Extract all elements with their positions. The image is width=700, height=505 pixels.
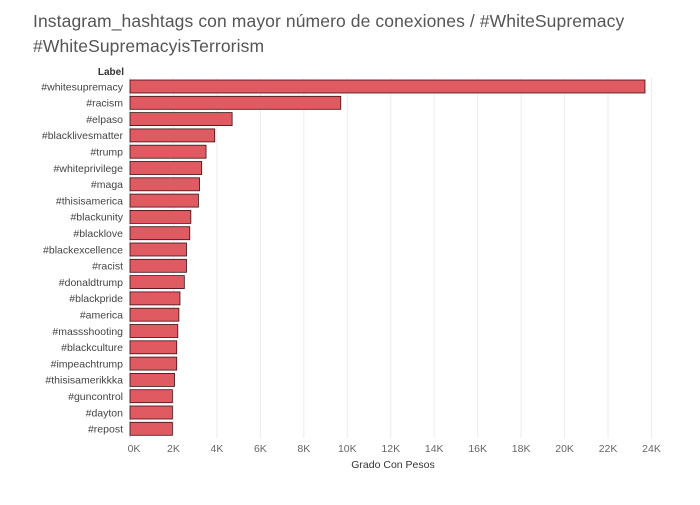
x-tick-label: 20K [555, 443, 574, 455]
x-tick-label: 8K [297, 443, 310, 455]
category-label: #racist [92, 261, 123, 273]
category-label: #maga [91, 179, 123, 191]
category-label: #racism [86, 98, 123, 110]
category-label: #thisisamerikkka [45, 375, 123, 387]
title-line-2: #WhiteSupremacyisTerrorism [33, 36, 265, 56]
category-label: #massshooting [52, 326, 123, 338]
category-label: #blackculture [61, 342, 123, 354]
category-label: #blacklivesmatter [42, 130, 124, 142]
bar[interactable] [129, 112, 233, 126]
bar[interactable] [129, 177, 200, 192]
x-tick-label: 22K [599, 443, 618, 455]
bar[interactable] [129, 144, 207, 159]
bar[interactable] [129, 193, 199, 208]
bar[interactable] [129, 307, 180, 322]
x-tick-label: 24K [642, 443, 661, 455]
x-axis-ticks: 0K 2K 4K 6K 8K 10K 12K 14K 16K 18K 20K 22K 24K [128, 443, 661, 455]
bar[interactable] [129, 340, 178, 355]
bar[interactable] [129, 324, 179, 338]
bar[interactable] [129, 79, 646, 94]
category-label: #blackexcellence [43, 244, 123, 256]
category-label: #blacklove [73, 228, 123, 240]
bar[interactable] [129, 389, 173, 404]
bar[interactable] [129, 128, 216, 143]
bar[interactable] [129, 421, 173, 436]
bar[interactable] [129, 242, 187, 257]
x-tick-label: 12K [381, 443, 400, 455]
bar[interactable] [129, 209, 192, 224]
category-label: #thisisamerica [56, 195, 123, 207]
category-label: #repost [88, 424, 123, 436]
x-tick-label: 4K [210, 443, 223, 455]
x-tick-label: 6K [254, 443, 267, 455]
x-tick-label: 18K [512, 443, 531, 455]
category-labels: #whitesupremacy #racism #elpaso #blacklives… [41, 81, 123, 435]
y-axis-header: Label [98, 67, 124, 78]
bar[interactable] [129, 258, 187, 273]
bar[interactable] [129, 95, 342, 110]
x-tick-label: 2K [167, 443, 180, 455]
chart-title: Instagram_hashtags con mayor número de c… [33, 9, 693, 59]
x-tick-label: 16K [468, 443, 487, 455]
x-tick-label: 0K [128, 443, 141, 455]
bar[interactable] [129, 161, 203, 175]
category-label: #trump [90, 147, 123, 159]
category-label: #dayton [86, 407, 124, 419]
category-label: #elpaso [86, 114, 123, 126]
bar[interactable] [129, 291, 181, 306]
bar[interactable] [129, 405, 173, 420]
bar[interactable] [129, 226, 191, 241]
title-line-1: Instagram_hashtags con mayor número de c… [33, 11, 625, 31]
x-axis-title: Grado Con Pesos [351, 459, 434, 471]
category-label: #blackpride [69, 293, 123, 305]
bar[interactable] [129, 372, 175, 387]
category-label: #whiteprivilege [54, 163, 124, 175]
category-label: #whitesupremacy [41, 81, 123, 93]
category-label: #america [80, 310, 123, 322]
category-label: #guncontrol [68, 391, 123, 403]
category-label: #blackunity [70, 212, 123, 224]
bar[interactable] [129, 275, 185, 290]
bar-layer [129, 79, 646, 436]
x-tick-label: 14K [425, 443, 444, 455]
category-label: #impeachtrump [51, 358, 124, 370]
bar[interactable] [129, 356, 178, 371]
category-label: #donaldtrump [59, 277, 123, 289]
x-tick-label: 10K [338, 443, 357, 455]
